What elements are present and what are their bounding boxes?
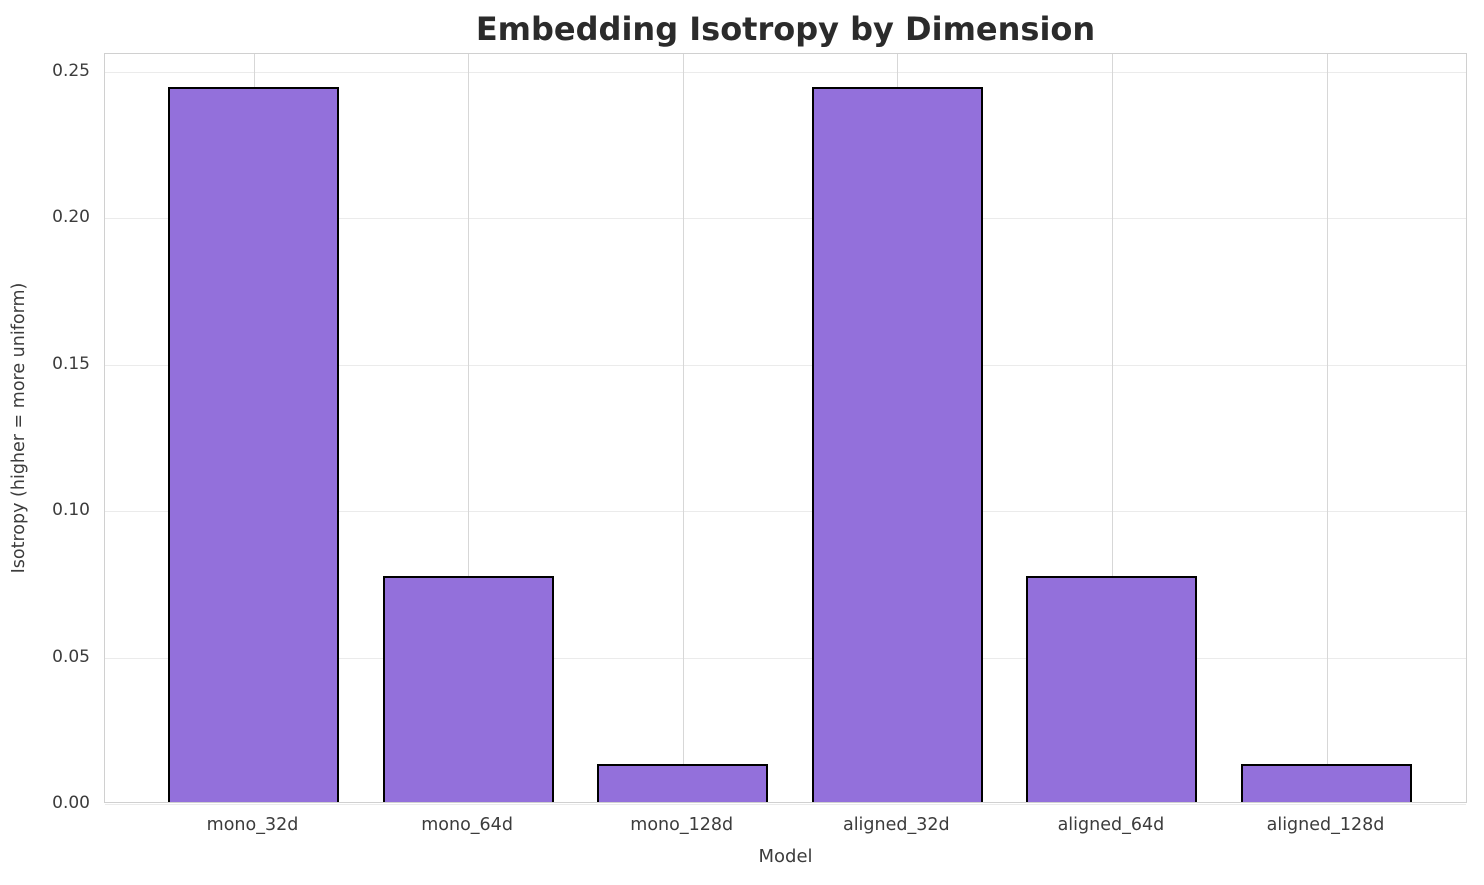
x-tick-label-mono_32d: mono_32d bbox=[206, 815, 299, 835]
bar-aligned_32d bbox=[811, 87, 983, 802]
gridline-horizontal bbox=[105, 71, 1466, 73]
gridline-vertical bbox=[682, 54, 684, 802]
gridline-vertical bbox=[1326, 54, 1328, 802]
x-axis-label: Model bbox=[758, 846, 813, 867]
y-tick-label: 0.10 bbox=[52, 500, 90, 521]
y-tick-label: 0.20 bbox=[52, 207, 90, 228]
y-tick-label: 0.15 bbox=[52, 353, 90, 374]
x-tick-label-aligned_128d: aligned_128d bbox=[1266, 815, 1385, 835]
bar-aligned_128d bbox=[1241, 763, 1412, 802]
x-tick-label-aligned_64d: aligned_64d bbox=[1057, 815, 1165, 835]
gridline-horizontal bbox=[105, 218, 1466, 220]
y-tick-label: 0.05 bbox=[52, 646, 90, 667]
gridline-horizontal bbox=[105, 804, 1466, 805]
x-tick-label-aligned_32d: aligned_32d bbox=[842, 815, 950, 835]
y-axis-label: Isotropy (higher = more uniform) bbox=[9, 282, 29, 574]
bar-mono_128d bbox=[597, 763, 769, 802]
chart-title: Embedding Isotropy by Dimension bbox=[475, 10, 1096, 48]
gridline-horizontal bbox=[105, 511, 1466, 513]
bar-mono_64d bbox=[382, 576, 554, 802]
gridline-vertical bbox=[468, 54, 470, 802]
bar-mono_32d bbox=[168, 87, 339, 802]
x-tick-label-mono_128d: mono_128d bbox=[630, 815, 734, 835]
x-tick-label-mono_64d: mono_64d bbox=[421, 815, 513, 835]
gridline-horizontal bbox=[105, 657, 1466, 659]
gridline-horizontal bbox=[105, 364, 1466, 366]
y-tick-label: 0.25 bbox=[52, 60, 90, 81]
plot-area bbox=[104, 53, 1467, 805]
y-tick-label: 0.00 bbox=[52, 793, 90, 813]
gridline-vertical bbox=[1111, 54, 1113, 802]
bar-aligned_64d bbox=[1026, 576, 1198, 802]
